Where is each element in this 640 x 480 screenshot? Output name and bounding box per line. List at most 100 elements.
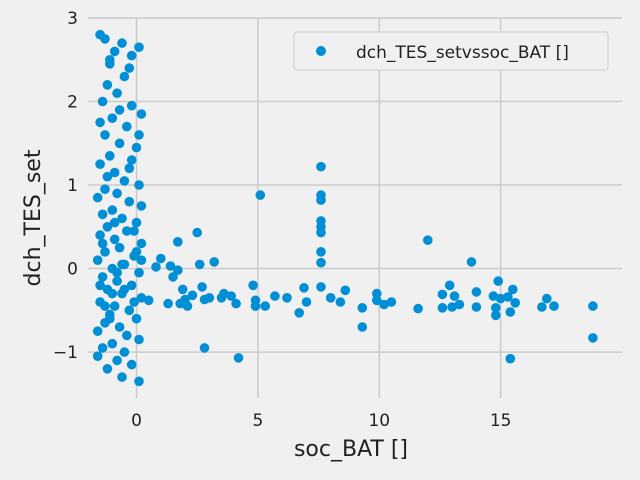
data-point bbox=[102, 171, 113, 182]
data-point bbox=[437, 303, 448, 313]
data-point bbox=[437, 289, 448, 300]
data-point bbox=[316, 257, 326, 268]
data-point bbox=[136, 293, 147, 303]
data-point bbox=[386, 297, 397, 307]
data-point bbox=[357, 322, 368, 332]
x-tick-label: 15 bbox=[490, 411, 512, 431]
data-point bbox=[255, 190, 266, 200]
data-point bbox=[165, 261, 176, 271]
data-point bbox=[97, 209, 108, 220]
data-point bbox=[136, 201, 147, 211]
data-point bbox=[95, 159, 105, 169]
y-tick-label: 1 bbox=[67, 176, 78, 196]
data-point bbox=[122, 330, 132, 341]
data-point bbox=[129, 226, 139, 236]
data-point bbox=[316, 247, 326, 257]
data-point bbox=[316, 227, 326, 238]
data-point bbox=[114, 105, 125, 115]
data-point bbox=[114, 242, 125, 253]
data-point bbox=[488, 291, 499, 301]
data-point bbox=[100, 34, 110, 44]
tick-labels: 0 5 10 15 −1 0 1 2 3 bbox=[53, 9, 512, 431]
data-point bbox=[163, 298, 173, 309]
data-point bbox=[316, 282, 326, 292]
data-point bbox=[97, 272, 108, 282]
y-axis-label: dch_TES_set bbox=[21, 149, 46, 286]
data-point bbox=[505, 307, 516, 317]
data-point bbox=[122, 226, 132, 236]
x-tick-label: 0 bbox=[131, 411, 142, 431]
data-point bbox=[117, 213, 127, 224]
data-point bbox=[109, 234, 120, 245]
x-axis-label: soc_BAT [] bbox=[294, 437, 408, 462]
data-point bbox=[491, 310, 501, 321]
data-point bbox=[102, 364, 113, 374]
data-point bbox=[466, 257, 477, 267]
data-point bbox=[156, 253, 166, 264]
data-point bbox=[194, 259, 205, 270]
data-point bbox=[471, 287, 482, 297]
data-point bbox=[508, 284, 518, 295]
data-point bbox=[119, 176, 130, 186]
data-point bbox=[100, 130, 110, 140]
data-point bbox=[112, 276, 122, 286]
data-point bbox=[122, 121, 132, 132]
data-point bbox=[105, 313, 115, 324]
data-point bbox=[112, 355, 122, 366]
data-point bbox=[495, 293, 506, 304]
data-point bbox=[134, 130, 144, 140]
data-point bbox=[503, 292, 513, 302]
data-point bbox=[301, 297, 312, 307]
data-point bbox=[124, 63, 135, 73]
data-point bbox=[131, 247, 142, 257]
data-point bbox=[136, 109, 147, 119]
data-point bbox=[100, 301, 110, 311]
data-point bbox=[177, 284, 188, 295]
data-point bbox=[105, 59, 115, 69]
data-point bbox=[136, 255, 147, 265]
data-point bbox=[505, 353, 516, 364]
data-point bbox=[114, 322, 125, 332]
data-point bbox=[444, 280, 455, 291]
data-point bbox=[493, 276, 504, 286]
data-point bbox=[95, 117, 105, 128]
data-point bbox=[92, 326, 103, 337]
data-point bbox=[299, 283, 309, 293]
data-point bbox=[510, 298, 520, 308]
legend-label: dch_TES_setvssoc_BAT [] bbox=[356, 43, 569, 63]
data-point bbox=[119, 71, 130, 82]
legend-marker bbox=[316, 46, 326, 56]
data-point bbox=[92, 351, 103, 362]
data-point bbox=[131, 313, 142, 324]
x-tick-label: 10 bbox=[368, 411, 390, 431]
data-point bbox=[117, 38, 127, 48]
data-point bbox=[92, 192, 103, 203]
data-point bbox=[117, 259, 127, 270]
data-point bbox=[105, 151, 115, 161]
data-point bbox=[335, 297, 346, 307]
data-point bbox=[97, 238, 108, 249]
data-point bbox=[471, 302, 482, 312]
data-point bbox=[112, 188, 122, 199]
data-point bbox=[112, 267, 122, 278]
data-point bbox=[126, 100, 137, 111]
data-point bbox=[316, 161, 326, 172]
data-point bbox=[372, 288, 382, 299]
data-point bbox=[357, 303, 368, 313]
data-point bbox=[294, 308, 305, 318]
data-point bbox=[107, 288, 118, 299]
data-point bbox=[248, 280, 258, 291]
data-point bbox=[131, 142, 142, 153]
data-point bbox=[204, 293, 215, 303]
data-point bbox=[192, 227, 202, 238]
data-point bbox=[92, 255, 103, 265]
data-point bbox=[340, 285, 351, 296]
data-point bbox=[233, 353, 244, 363]
data-point bbox=[119, 284, 130, 295]
legend: dch_TES_setvssoc_BAT [] bbox=[293, 31, 609, 71]
data-point bbox=[134, 376, 144, 387]
data-point bbox=[168, 272, 178, 282]
data-point bbox=[129, 297, 139, 307]
data-point bbox=[100, 247, 110, 257]
data-point bbox=[124, 163, 135, 174]
